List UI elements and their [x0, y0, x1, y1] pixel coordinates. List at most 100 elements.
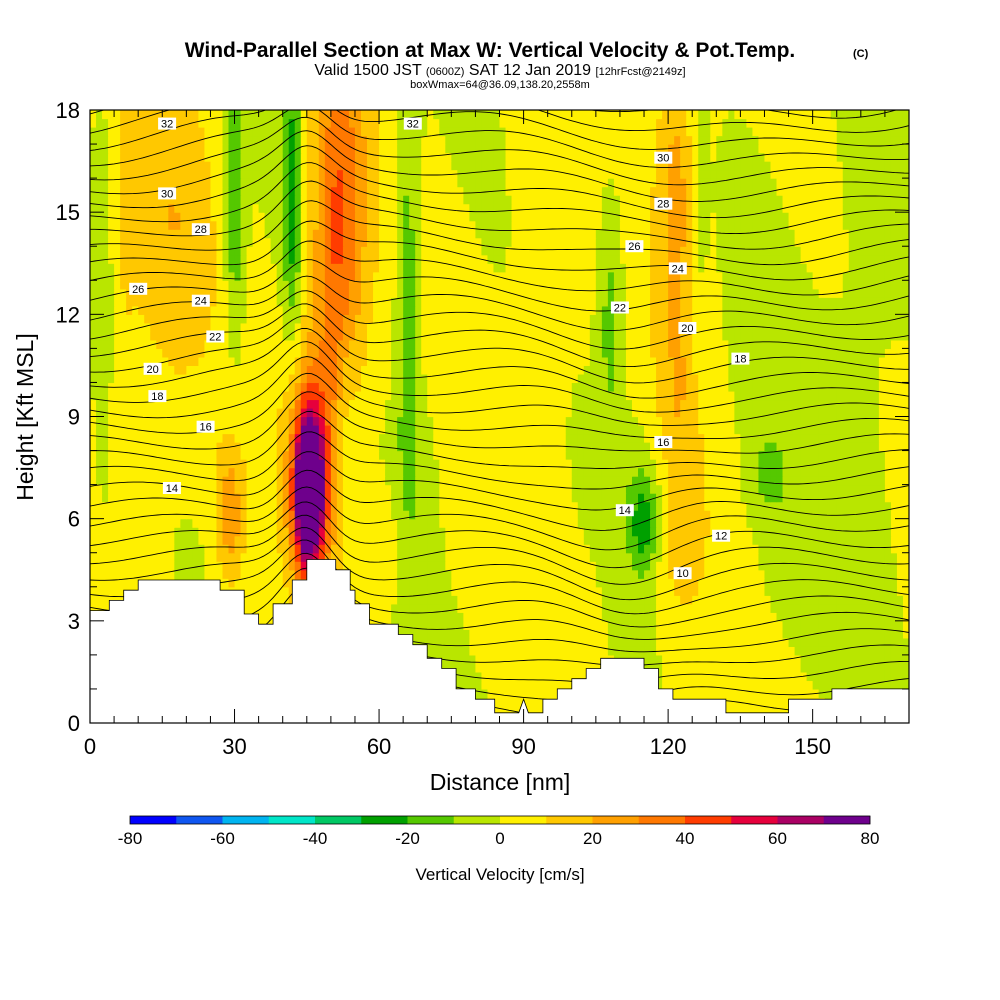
velocity-cell — [631, 467, 639, 477]
velocity-cell — [716, 663, 723, 673]
velocity-cell — [463, 654, 470, 664]
velocity-cell — [354, 467, 362, 477]
velocity-cell — [752, 493, 760, 503]
velocity-cell — [294, 501, 302, 511]
velocity-cell — [806, 518, 814, 528]
velocity-cell — [884, 612, 892, 622]
velocity-cell — [650, 569, 657, 579]
velocity-cell — [553, 433, 561, 443]
velocity-cell — [631, 535, 639, 545]
velocity-cell — [668, 493, 675, 503]
velocity-cell — [812, 646, 820, 656]
velocity-cell — [505, 425, 513, 435]
velocity-cell — [433, 561, 440, 571]
velocity-cell — [680, 595, 687, 605]
velocity-cell — [511, 501, 519, 511]
velocity-cell — [108, 493, 115, 503]
velocity-cell — [692, 476, 699, 486]
velocity-cell — [559, 671, 567, 682]
velocity-cell — [836, 518, 844, 528]
velocity-cell — [662, 518, 669, 528]
velocity-cell — [505, 637, 513, 647]
velocity-cell — [114, 433, 121, 443]
velocity-cell — [282, 493, 290, 503]
velocity-cell — [601, 552, 609, 562]
velocity-cell — [204, 552, 212, 562]
velocity-cell — [90, 544, 97, 554]
velocity-cell — [577, 407, 585, 418]
velocity-cell — [854, 433, 862, 443]
velocity-cell — [890, 569, 898, 579]
velocity-cell — [607, 476, 615, 486]
velocity-cell — [517, 688, 525, 699]
velocity-cell — [192, 569, 199, 579]
velocity-cell — [716, 612, 723, 622]
velocity-cell — [120, 552, 127, 562]
velocity-cell — [565, 552, 573, 562]
velocity-cell — [716, 476, 723, 486]
velocity-cell — [559, 654, 567, 664]
velocity-cell — [354, 569, 362, 579]
velocity-cell — [120, 484, 127, 494]
velocity-cell — [108, 416, 115, 426]
velocity-cell — [132, 544, 139, 554]
velocity-cell — [656, 569, 663, 579]
velocity-cell — [764, 501, 772, 511]
velocity-cell — [385, 484, 392, 494]
velocity-cell — [264, 603, 272, 613]
velocity-cell — [354, 578, 362, 588]
velocity-cell — [728, 637, 735, 647]
velocity-cell — [553, 603, 561, 613]
velocity-cell — [144, 407, 151, 418]
velocity-cell — [860, 484, 868, 494]
forecast-info: [12hrFcst@2149z] — [596, 66, 686, 78]
velocity-cell — [421, 569, 428, 579]
velocity-cell — [186, 527, 193, 537]
velocity-cell — [126, 459, 133, 469]
velocity-cell — [583, 654, 591, 664]
velocity-cell — [818, 654, 826, 664]
velocity-cell — [692, 603, 699, 613]
velocity-cell — [114, 518, 121, 528]
velocity-cell — [517, 552, 525, 562]
velocity-cell — [120, 527, 127, 537]
velocity-cell — [770, 442, 778, 452]
velocity-cell — [631, 459, 639, 469]
velocity-cell — [818, 425, 826, 435]
velocity-cell — [445, 569, 452, 579]
velocity-cell — [270, 552, 278, 562]
velocity-cell — [589, 654, 597, 664]
velocity-cell — [270, 442, 278, 452]
velocity-cell — [517, 620, 525, 630]
velocity-cell — [433, 501, 440, 511]
velocity-cell — [571, 527, 579, 537]
velocity-cell — [511, 484, 519, 494]
velocity-cell — [776, 705, 784, 716]
velocity-cell — [559, 459, 567, 469]
velocity-cell — [734, 569, 741, 579]
velocity-cell — [415, 467, 422, 477]
velocity-cell — [222, 535, 230, 545]
velocity-cell — [487, 620, 495, 630]
box-wmax-info: boxWmax=64@36.09,138.20,2558m — [410, 79, 590, 91]
velocity-cell — [818, 527, 826, 537]
velocity-cell — [276, 561, 284, 571]
velocity-cell — [535, 425, 543, 435]
velocity-cell — [692, 484, 699, 494]
velocity-cell — [427, 433, 434, 443]
velocity-cell — [565, 586, 573, 596]
velocity-cell — [216, 518, 224, 528]
velocity-cell — [788, 416, 796, 426]
velocity-cell — [662, 680, 669, 690]
velocity-cell — [96, 407, 103, 418]
velocity-cell — [541, 603, 549, 613]
velocity-cell — [698, 535, 705, 545]
velocity-cell — [607, 493, 615, 503]
velocity-cell — [638, 450, 645, 460]
velocity-cell — [680, 527, 687, 537]
velocity-cell — [330, 527, 338, 537]
velocity-cell — [421, 612, 428, 622]
velocity-cell — [367, 561, 374, 571]
velocity-cell — [360, 407, 368, 418]
velocity-cell — [493, 569, 501, 579]
